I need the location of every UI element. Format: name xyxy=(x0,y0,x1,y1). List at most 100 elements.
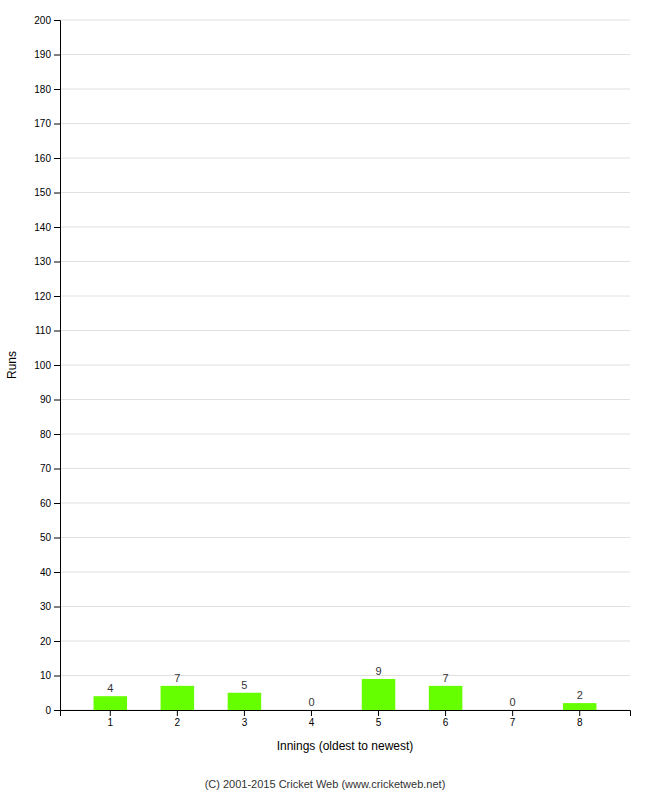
y-tick: 140 xyxy=(34,222,60,233)
y-tick-mark xyxy=(54,400,60,401)
y-tick: 0 xyxy=(45,705,60,716)
y-tick-mark xyxy=(54,503,60,504)
y-tick: 130 xyxy=(34,256,60,267)
y-tick: 30 xyxy=(40,601,60,612)
y-tick-label: 170 xyxy=(34,118,51,129)
y-tick-label: 90 xyxy=(40,394,52,405)
x-axis: 12345678 xyxy=(61,710,631,728)
data-label: 0 xyxy=(308,696,314,708)
x-tick-mark xyxy=(512,710,513,716)
y-tick: 60 xyxy=(40,498,60,509)
y-tick: 100 xyxy=(34,360,60,371)
y-tick: 150 xyxy=(34,187,60,198)
y-tick: 170 xyxy=(34,118,60,129)
y-tick-mark xyxy=(54,89,60,90)
y-tick-label: 130 xyxy=(34,256,51,267)
y-tick-label: 110 xyxy=(35,325,51,336)
grid-line xyxy=(60,261,630,262)
grid-line xyxy=(60,606,630,607)
y-tick: 20 xyxy=(40,636,60,647)
y-tick-mark xyxy=(54,710,60,711)
data-label: 9 xyxy=(375,665,381,677)
y-tick-mark xyxy=(54,365,60,366)
y-tick-label: 0 xyxy=(45,705,51,716)
y-tick-label: 150 xyxy=(34,187,51,198)
y-tick: 190 xyxy=(34,49,60,60)
y-tick-mark xyxy=(54,538,60,539)
y-tick: 50 xyxy=(40,532,60,543)
y-tick-mark xyxy=(54,124,60,125)
y-tick-label: 10 xyxy=(40,670,52,681)
y-tick: 120 xyxy=(34,291,60,302)
grid-line xyxy=(60,399,630,400)
data-label: 4 xyxy=(107,682,113,694)
chart-svg: 0102030405060708090100110120130140150160… xyxy=(0,0,650,800)
x-tick-mark xyxy=(579,710,580,716)
bar xyxy=(496,710,530,711)
x-tick: 7 xyxy=(510,710,516,728)
y-tick-label: 80 xyxy=(40,429,52,440)
x-tick-label: 7 xyxy=(510,717,516,728)
bar xyxy=(429,686,463,710)
y-tick-mark xyxy=(54,572,60,573)
y-tick-label: 20 xyxy=(40,636,52,647)
axis-line xyxy=(61,711,631,717)
bar xyxy=(161,686,195,710)
y-axis: 0 10 20 30 40 50 60 70 80 90 100 110 120 130 140 150 160… xyxy=(34,15,60,716)
x-tick-label: 3 xyxy=(242,717,248,728)
grid-line xyxy=(60,537,630,538)
x-tick: 5 xyxy=(376,710,382,728)
y-tick-label: 50 xyxy=(40,532,52,543)
page: {"chart_data": {"type": "bar", "categori… xyxy=(0,0,650,800)
x-tick-label: 5 xyxy=(376,717,382,728)
footer: (C) 2001-2015 Cricket Web (www.cricketwe… xyxy=(205,778,446,790)
y-tick: 80 xyxy=(40,429,60,440)
y-tick-label: 30 xyxy=(40,601,52,612)
y-tick: 90 xyxy=(40,394,60,405)
grid-line xyxy=(60,89,630,90)
data-label: 5 xyxy=(241,679,247,691)
x-tick-mark xyxy=(110,710,111,716)
y-tick-label: 70 xyxy=(40,463,52,474)
bar xyxy=(295,710,329,711)
x-axis-title: Innings (oldest to newest) xyxy=(277,739,414,753)
grid-line xyxy=(60,572,630,573)
x-tick: 6 xyxy=(443,710,449,728)
y-tick-label: 60 xyxy=(40,498,52,509)
grid-line xyxy=(60,227,630,228)
grid xyxy=(60,20,630,710)
axis-line xyxy=(54,21,61,711)
grid-line xyxy=(60,330,630,331)
y-tick: 200 xyxy=(34,15,60,26)
y-tick-mark xyxy=(54,641,60,642)
y-tick-label: 180 xyxy=(34,84,51,95)
bars xyxy=(94,679,597,710)
y-tick: 160 xyxy=(34,153,60,164)
grid-line xyxy=(60,365,630,366)
y-tick-mark xyxy=(54,20,60,21)
y-tick: 40 xyxy=(40,567,60,578)
data-label: 7 xyxy=(443,672,449,684)
y-tick-mark xyxy=(54,158,60,159)
x-tick-mark xyxy=(244,710,245,716)
y-tick: 180 xyxy=(34,84,60,95)
y-tick-mark xyxy=(54,331,60,332)
chart-container: 0102030405060708090100110120130140150160… xyxy=(0,0,650,800)
x-tick-mark xyxy=(311,710,312,716)
grid-line xyxy=(60,434,630,435)
y-tick-mark xyxy=(54,607,60,608)
grid-line xyxy=(60,675,630,676)
bar xyxy=(228,693,262,710)
bar xyxy=(563,703,597,710)
x-tick: 1 xyxy=(108,710,114,728)
y-tick-mark xyxy=(54,55,60,56)
y-tick: 10 xyxy=(40,670,60,681)
x-tick-mark xyxy=(378,710,379,716)
x-tick-mark xyxy=(177,710,178,716)
data-labels: 47509702 xyxy=(107,665,583,708)
x-tick: 4 xyxy=(309,710,315,728)
y-tick-label: 140 xyxy=(34,222,51,233)
grid-line xyxy=(60,503,630,504)
grid-line xyxy=(60,468,630,469)
y-tick: 70 xyxy=(40,463,60,474)
